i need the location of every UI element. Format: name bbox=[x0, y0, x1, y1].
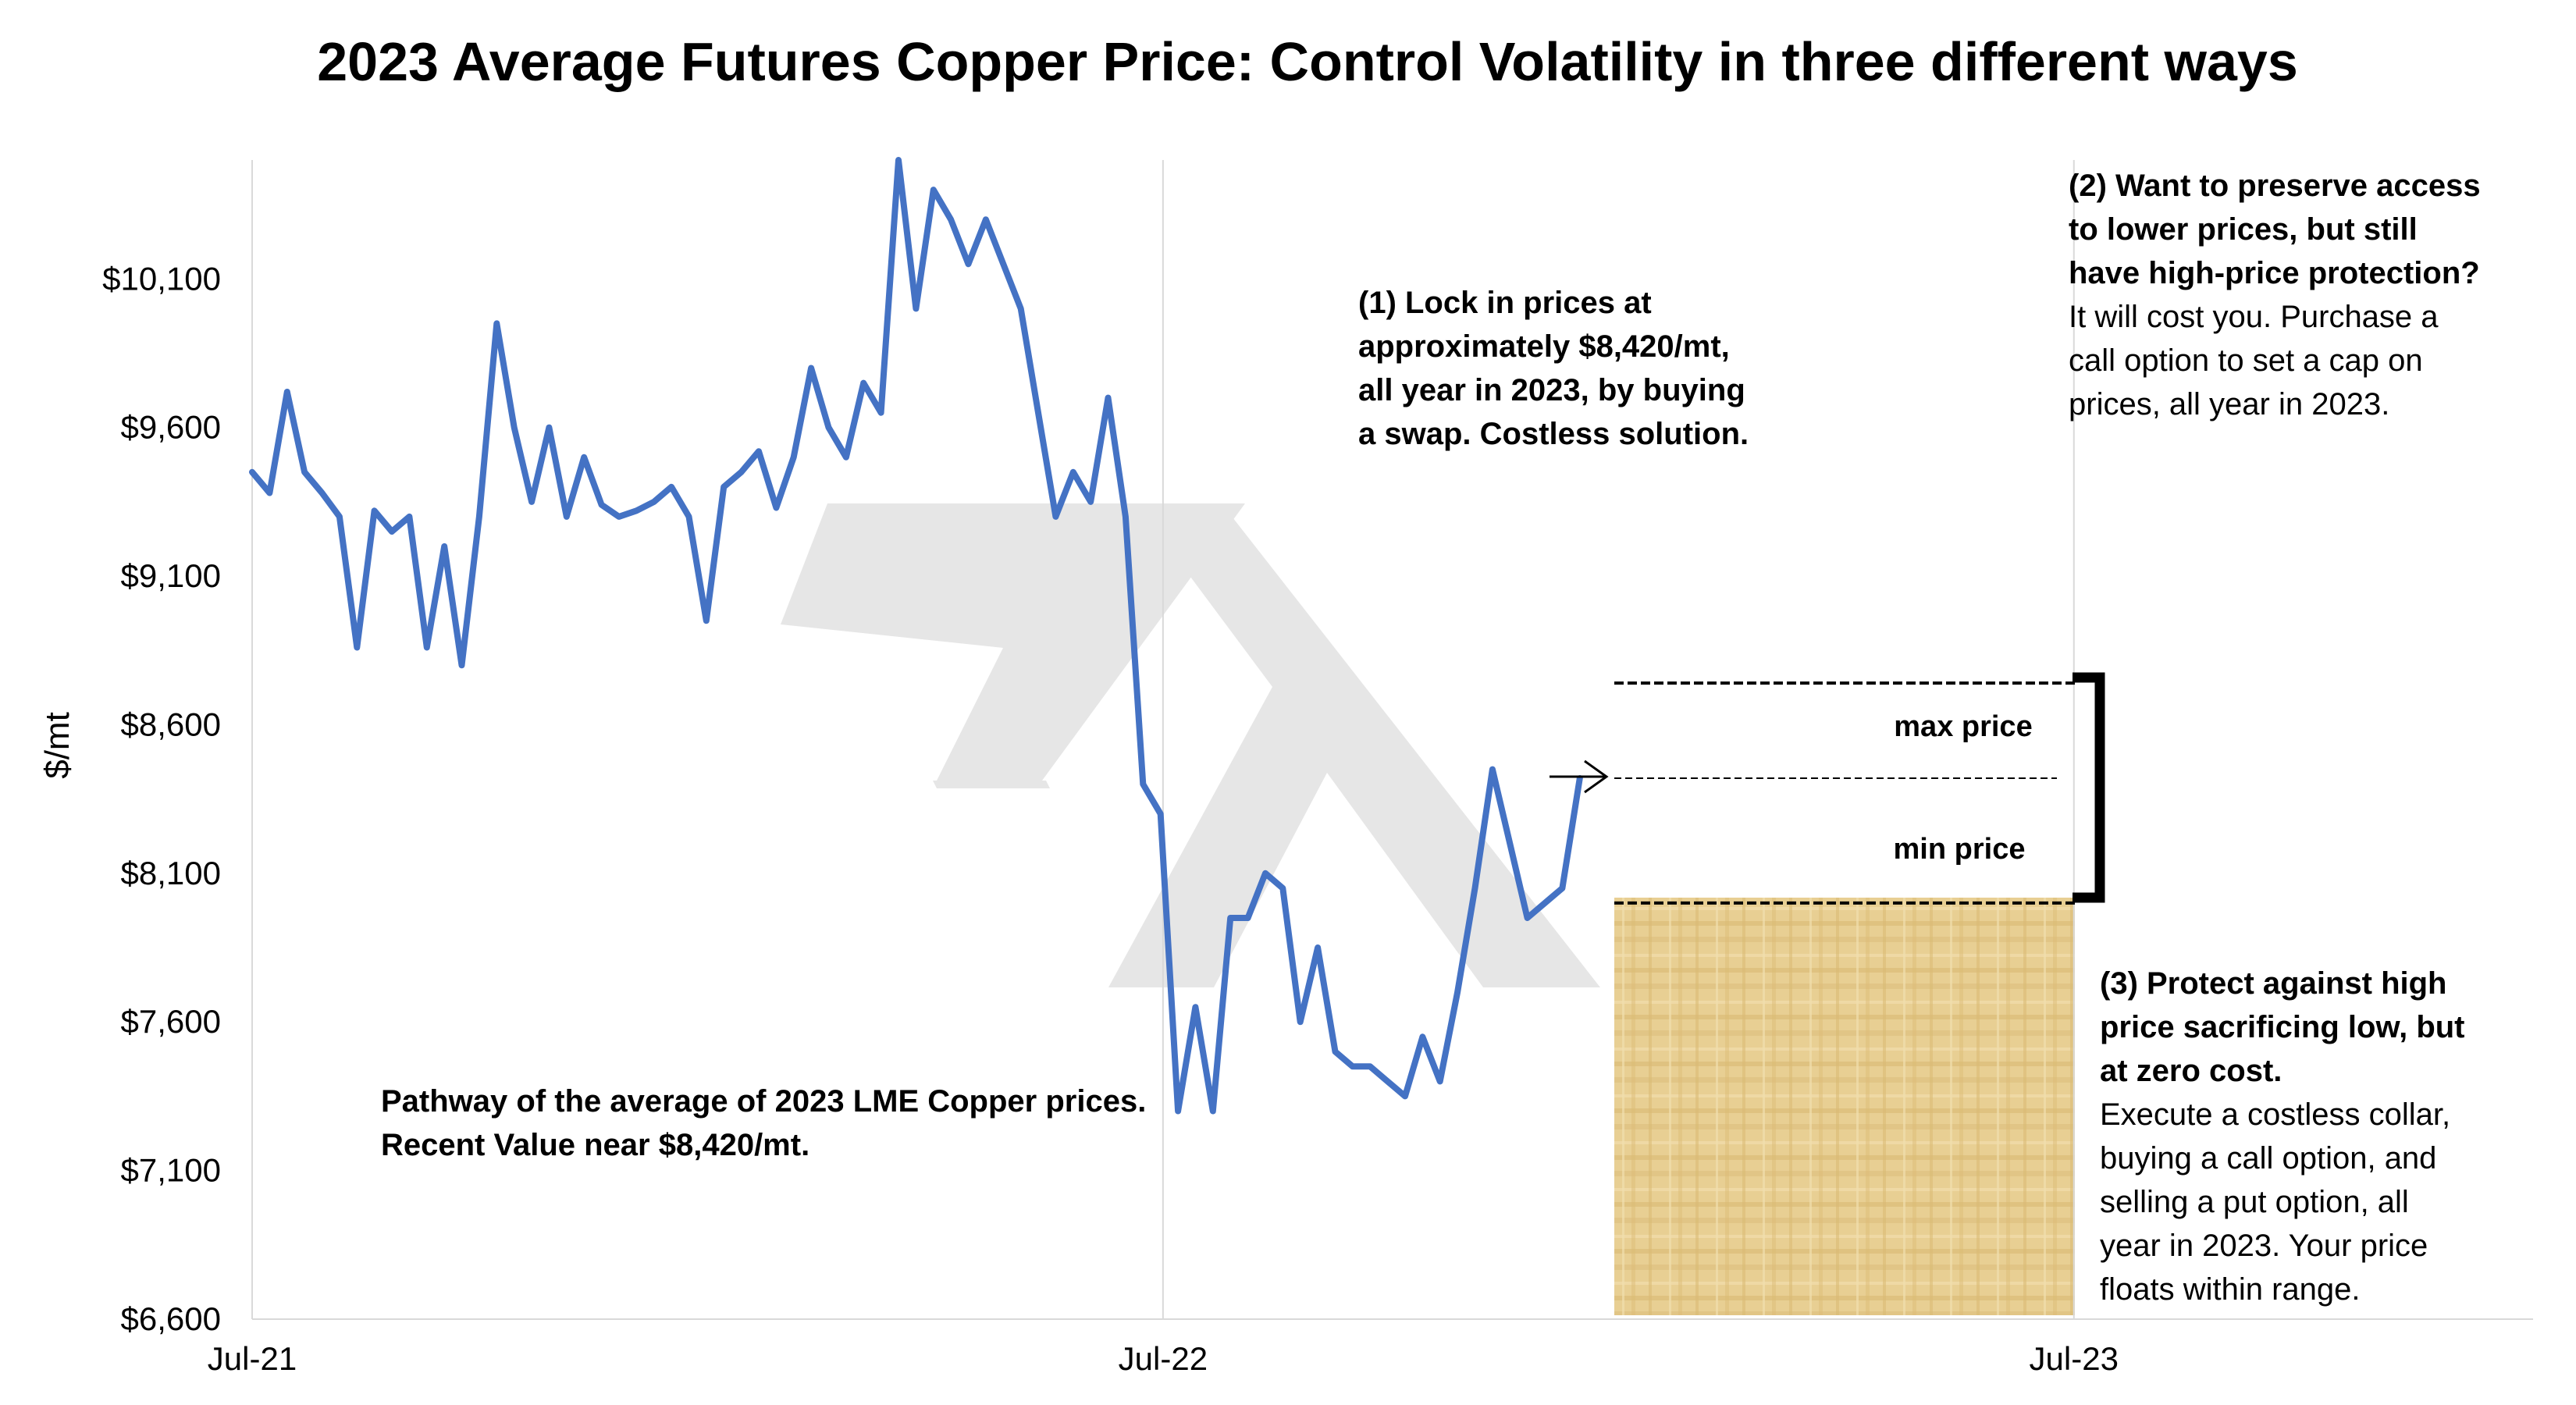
min-price-label: min price bbox=[1894, 833, 2026, 866]
collar-range-texture bbox=[1614, 898, 2075, 1315]
collar-line: selling a put option, all bbox=[2100, 1185, 2409, 1219]
y-tick-label: $8,600 bbox=[121, 706, 221, 742]
swap-line: (1) Lock in prices at bbox=[1358, 286, 1652, 320]
collar-line: buying a call option, and bbox=[2100, 1141, 2437, 1176]
tick-labels: Jul-21 Jul-22 Jul-23 $6,600 $7,100 $7,600 $8,1… bbox=[102, 260, 2119, 1377]
collar-line: Execute a costless collar, bbox=[2100, 1097, 2451, 1132]
axes bbox=[251, 160, 2533, 1320]
pathway-line: Pathway of the average of 2023 LME Coppe… bbox=[381, 1084, 1147, 1119]
collar-note: (3) Protect against high price sacrifici… bbox=[2100, 962, 2465, 1311]
collar-line: (3) Protect against high bbox=[2100, 966, 2447, 1001]
watermark-logo bbox=[781, 503, 1600, 987]
call-line: It will cost you. Purchase a bbox=[2069, 300, 2439, 334]
call-line: prices, all year in 2023. bbox=[2069, 387, 2390, 422]
collar-line: floats within range. bbox=[2100, 1272, 2361, 1307]
y-tick-label: $7,100 bbox=[121, 1152, 221, 1189]
collar-line: year in 2023. Your price bbox=[2100, 1229, 2428, 1263]
y-tick-label: $9,100 bbox=[121, 557, 221, 594]
collar-bracket bbox=[2073, 672, 2105, 903]
y-tick-label: $6,600 bbox=[121, 1300, 221, 1337]
call-line: (2) Want to preserve access bbox=[2069, 169, 2481, 203]
collar-line: price sacrificing low, but bbox=[2100, 1010, 2465, 1044]
swap-line: approximately $8,420/mt, bbox=[1358, 329, 1730, 364]
x-tick-label: Jul-22 bbox=[1119, 1340, 1208, 1377]
price-series bbox=[249, 157, 1583, 1115]
chart-title: 2023 Average Futures Copper Price: Contr… bbox=[317, 31, 2298, 92]
x-tick-label: Jul-21 bbox=[208, 1340, 297, 1377]
y-tick-label: $9,600 bbox=[121, 409, 221, 446]
y-tick-label: $7,600 bbox=[121, 1003, 221, 1040]
price-levels bbox=[1614, 681, 2076, 905]
swap-note: (1) Lock in prices at approximately $8,4… bbox=[1358, 281, 1749, 456]
pathway-line: Recent Value near $8,420/mt. bbox=[381, 1128, 810, 1162]
swap-line: a swap. Costless solution. bbox=[1358, 417, 1749, 451]
y-tick-label: $8,100 bbox=[121, 855, 221, 891]
collar-line: at zero cost. bbox=[2100, 1054, 2282, 1088]
call-line: call option to set a cap on bbox=[2069, 343, 2423, 378]
swap-line: all year in 2023, by buying bbox=[1358, 373, 1745, 407]
call-option-note: (2) Want to preserve access to lower pri… bbox=[2069, 164, 2481, 426]
pathway-note: Pathway of the average of 2023 LME Coppe… bbox=[381, 1080, 1146, 1167]
swap-arrow bbox=[1550, 759, 1609, 794]
y-tick-label: $10,100 bbox=[102, 260, 221, 297]
price-line bbox=[249, 157, 1583, 1115]
y-axis-label: $/mt bbox=[38, 712, 76, 779]
call-line: to lower prices, but still bbox=[2069, 212, 2418, 247]
x-tick-label: Jul-23 bbox=[2030, 1340, 2119, 1377]
call-line: have high-price protection? bbox=[2069, 256, 2480, 290]
max-price-label: max price bbox=[1894, 710, 2032, 743]
